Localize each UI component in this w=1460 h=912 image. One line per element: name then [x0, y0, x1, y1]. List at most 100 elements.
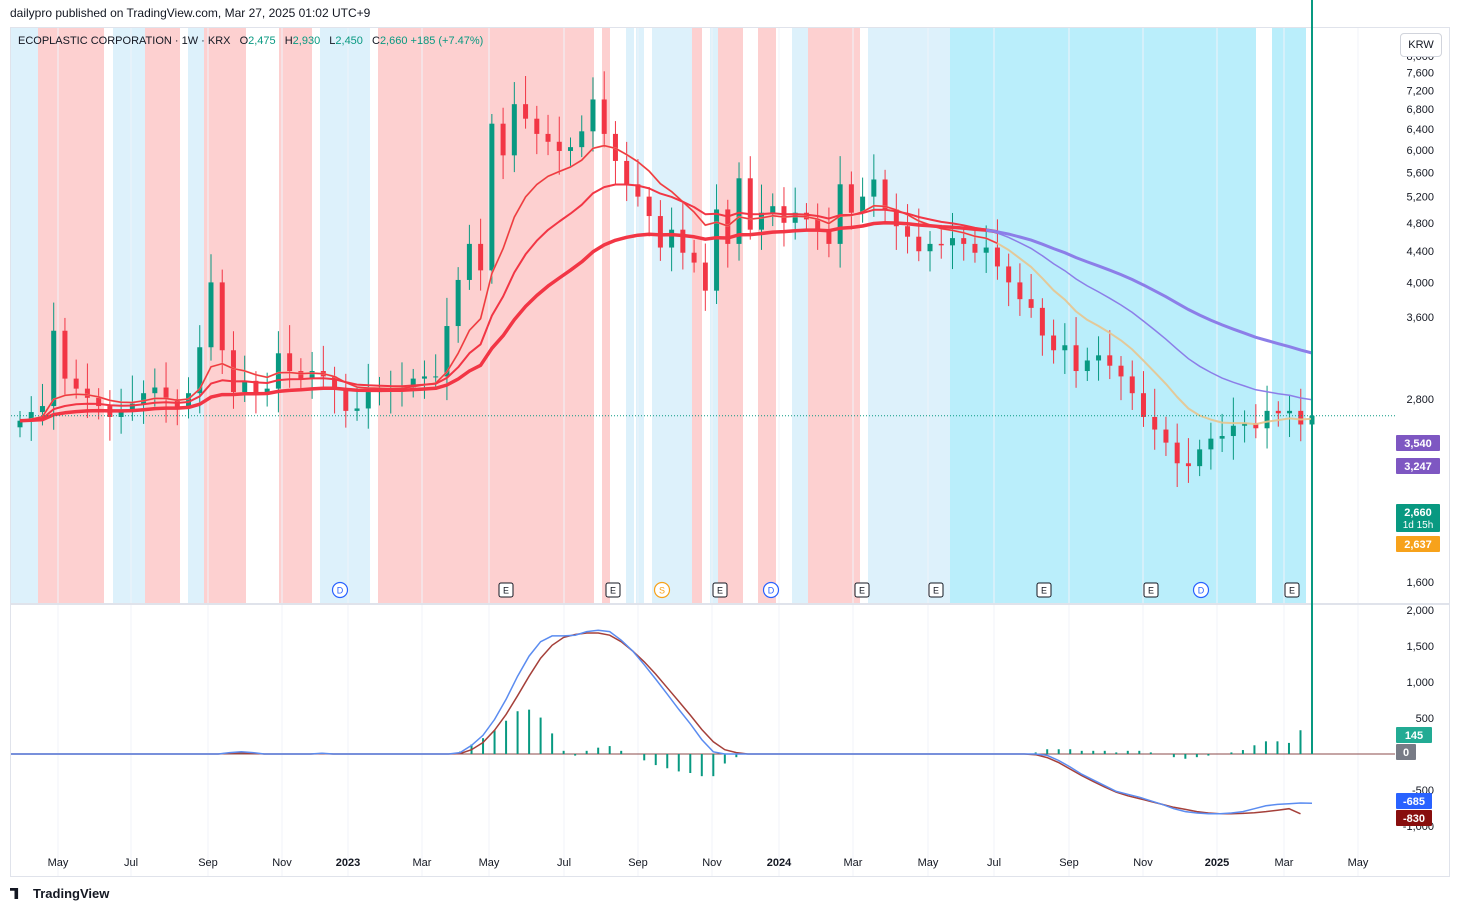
price-tick-label: 6,800 — [1406, 104, 1434, 116]
candle-body — [1242, 423, 1248, 426]
candle-body — [545, 133, 551, 142]
time-tick-label: Jul — [987, 857, 1001, 869]
event-marker: E — [498, 582, 514, 598]
price-tag-bg — [1396, 504, 1440, 532]
candle-body — [714, 209, 720, 291]
candle-body — [1163, 429, 1169, 443]
event-marker: E — [1284, 582, 1300, 598]
event-marker-label: E — [1289, 586, 1295, 596]
candle-body — [949, 238, 955, 246]
candle-body — [983, 247, 989, 253]
candle-body — [1253, 423, 1259, 429]
background-band — [626, 28, 634, 603]
candle-body — [871, 179, 877, 197]
background-band — [279, 28, 312, 603]
background-band — [188, 28, 204, 603]
price-tick-label: 6,400 — [1406, 124, 1434, 136]
candle-body — [736, 178, 742, 244]
event-marker: D — [331, 581, 349, 599]
candle-body — [1107, 355, 1113, 366]
candle-body — [208, 282, 214, 348]
open-label: O — [239, 35, 249, 47]
time-tick-label: May — [918, 857, 939, 869]
macd-value-tag: -685 — [1396, 793, 1432, 809]
macd-tag-label: -830 — [1403, 813, 1425, 825]
candle-body — [1051, 335, 1057, 351]
event-marker-label: E — [859, 586, 865, 596]
candle-body — [1230, 425, 1236, 437]
macd-value-tag: 145 — [1396, 727, 1432, 743]
time-tick-label: Mar — [844, 857, 863, 869]
event-marker-label: E — [610, 586, 616, 596]
macd-tick-label: 1,500 — [1406, 641, 1434, 653]
event-marker: E — [1143, 582, 1159, 598]
candle-body — [848, 184, 854, 213]
earnings-icon — [498, 582, 514, 598]
candle-body — [1152, 416, 1158, 430]
event-marker: E — [605, 582, 621, 598]
time-axis: May Jul Sep Nov 2023 Mar May Jul Sep Nov 2024 Mar Ma… — [48, 857, 1369, 869]
candle-body — [1017, 282, 1023, 300]
time-tick-label: Sep — [1059, 857, 1079, 869]
candle-body — [1174, 442, 1180, 464]
candle-body — [433, 376, 439, 378]
chart-frame — [10, 27, 1450, 877]
candle-body — [343, 389, 349, 411]
price-tick-label: 6,000 — [1406, 145, 1434, 157]
candle-body — [500, 123, 506, 156]
background-band — [868, 28, 950, 603]
macd-tag-label: 0 — [1403, 747, 1409, 759]
candle-body — [73, 378, 79, 389]
time-tick-label: Mar — [1275, 857, 1294, 869]
ema-slow-line — [19, 221, 998, 423]
event-marker-label: E — [1148, 586, 1154, 596]
candle-body — [1140, 393, 1146, 417]
price-tag-label: 3,247 — [1404, 461, 1432, 473]
price-tag-label: 3,540 — [1404, 438, 1432, 450]
candle-body — [893, 209, 899, 227]
candle-body — [792, 212, 798, 223]
background-band — [758, 28, 776, 603]
candle-body — [646, 196, 652, 217]
background-band — [378, 28, 594, 603]
candle-body — [242, 380, 248, 393]
ma-purple-thin-line — [985, 228, 1313, 401]
price-tag-bg — [1396, 435, 1440, 451]
background-band — [718, 28, 743, 603]
candle-body — [1197, 449, 1203, 467]
macd-tag-label: 145 — [1405, 730, 1423, 742]
price-tick-label: 2,800 — [1406, 394, 1434, 406]
candle-body — [826, 229, 832, 244]
candle-body — [837, 184, 843, 244]
price-tick-label: 1,600 — [1406, 577, 1434, 589]
candle-body — [1073, 345, 1079, 372]
price-tag-bg — [1396, 458, 1440, 474]
time-tick-label: Jul — [557, 857, 571, 869]
event-marker: D — [762, 581, 780, 599]
price-tick-label: 3,600 — [1406, 312, 1434, 324]
candle-body — [489, 123, 495, 271]
symbol-legend: ECOPLASTIC CORPORATION · 1W · KRX O2,475… — [18, 35, 483, 47]
event-marker-label: D — [337, 586, 344, 596]
candle-body — [1118, 365, 1124, 377]
time-tick-label: May — [479, 857, 500, 869]
background-band — [1272, 28, 1306, 603]
candle-body — [523, 104, 529, 119]
candle-body — [590, 99, 596, 132]
background-band — [38, 28, 104, 603]
candle-body — [62, 330, 68, 379]
earnings-icon — [1284, 582, 1300, 598]
ema-mid-line — [19, 183, 998, 422]
candle-body — [511, 104, 517, 156]
publisher-header: dailypro published on TradingView.com, M… — [10, 6, 371, 20]
candle-body — [568, 147, 574, 151]
event-marker-label: E — [933, 586, 939, 596]
candle-body — [1096, 355, 1102, 361]
background-band — [11, 28, 38, 603]
tradingview-footer: TradingView — [10, 886, 109, 901]
candle-body — [1185, 463, 1191, 467]
candle-body — [1006, 266, 1012, 283]
currency-button[interactable]: KRW — [1400, 33, 1442, 57]
